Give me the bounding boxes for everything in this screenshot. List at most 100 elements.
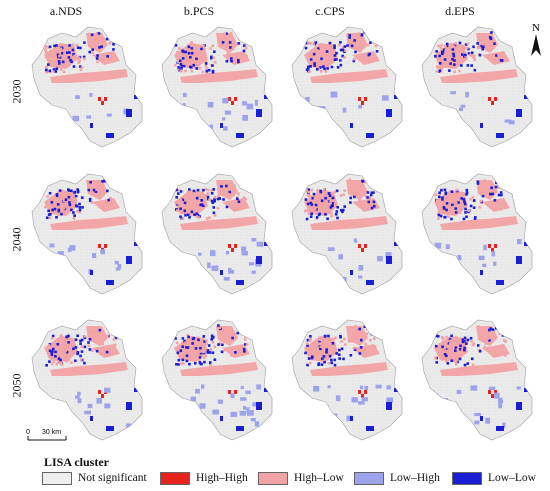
cluster-cell (55, 193, 59, 196)
low-high-cell (245, 390, 251, 395)
low-low-cell (106, 133, 114, 138)
cluster-cell (50, 198, 54, 202)
cluster-cell (367, 200, 371, 204)
cluster-cell (205, 339, 208, 342)
low-high-cell (444, 398, 449, 403)
cluster-cell (44, 47, 47, 51)
cluster-cell (62, 206, 66, 210)
cluster-cell (44, 45, 48, 48)
map-panel-svg (161, 26, 273, 148)
cluster-cell (45, 65, 48, 69)
cluster-cell (79, 342, 82, 346)
cluster-cell (321, 337, 325, 341)
legend-item-high-high: High–High (160, 470, 248, 486)
cluster-cell (225, 59, 229, 63)
cluster-cell (436, 335, 440, 338)
cluster-cell (305, 41, 309, 45)
cluster-cell (96, 32, 99, 35)
cluster-cell (326, 67, 329, 70)
cluster-cell (335, 210, 339, 213)
cluster-cell (322, 355, 326, 358)
cluster-cell (305, 189, 308, 193)
cluster-cell (183, 209, 187, 213)
high-high-cell (234, 244, 237, 248)
cluster-cell (448, 343, 452, 347)
cluster-cell (186, 48, 190, 51)
cluster-cell (365, 31, 369, 34)
cluster-cell (80, 350, 84, 353)
cluster-cell (372, 41, 376, 44)
cluster-cell (47, 63, 50, 66)
cluster-cell (308, 197, 312, 200)
cluster-cell (328, 41, 332, 45)
low-low-cell (236, 426, 244, 431)
cluster-cell (343, 337, 346, 341)
low-high-cell (117, 263, 122, 269)
cluster-cell (70, 189, 73, 193)
cluster-cell (223, 32, 227, 35)
cluster-cell (446, 362, 450, 365)
cluster-cell (335, 352, 338, 355)
cluster-cell (341, 208, 345, 212)
north-arrow-label: N (532, 22, 540, 34)
high-high-cell (494, 244, 497, 248)
cluster-cell (88, 348, 92, 351)
cluster-cell (442, 349, 445, 353)
low-high-cell (240, 397, 247, 401)
cluster-cell (499, 207, 502, 211)
cluster-cell (437, 44, 440, 48)
low-high-cell (65, 417, 71, 423)
cluster-cell (204, 62, 208, 65)
cluster-cell (306, 193, 310, 197)
legend-swatch (354, 471, 384, 485)
cluster-cell (210, 189, 213, 192)
cluster-cell (326, 64, 330, 68)
cluster-cell (439, 46, 443, 50)
cluster-cell (200, 47, 203, 51)
cluster-cell (333, 363, 337, 367)
cluster-cell (489, 37, 493, 41)
cluster-cell (209, 56, 213, 60)
cluster-cell (63, 52, 66, 55)
low-high-cell (77, 391, 81, 396)
cluster-cell (490, 31, 493, 34)
cluster-cell (328, 354, 332, 358)
low-high-cell (246, 407, 250, 414)
cluster-cell (479, 192, 483, 196)
low-low-cell (366, 426, 374, 431)
cluster-cell (309, 42, 312, 45)
cluster-cell (54, 70, 58, 73)
cluster-cell (460, 50, 464, 53)
north-arrow-icon (531, 34, 541, 56)
cluster-cell (307, 348, 311, 352)
low-high-cell (49, 243, 55, 248)
cluster-cell (464, 43, 468, 46)
cluster-cell (340, 340, 343, 343)
cluster-cell (212, 56, 216, 60)
cluster-cell (105, 201, 108, 204)
cluster-cell (244, 46, 248, 50)
cluster-cell (464, 207, 467, 211)
cluster-cell (57, 213, 60, 216)
cluster-cell (100, 202, 103, 206)
low-high-cell (212, 409, 219, 415)
cluster-cell (449, 62, 452, 65)
cluster-cell (55, 362, 59, 366)
cluster-cell (112, 338, 116, 341)
low-high-cell (332, 413, 338, 420)
low-high-cell (172, 260, 177, 267)
cluster-cell (210, 55, 213, 59)
cluster-cell (51, 347, 55, 351)
column-label-cps: c.CPS (315, 4, 345, 18)
cluster-cell (44, 205, 47, 209)
low-low-cell (350, 270, 353, 275)
cluster-cell (59, 361, 63, 365)
cluster-cell (358, 352, 362, 355)
low-high-cell (103, 387, 111, 393)
cluster-cell (51, 208, 54, 212)
cluster-cell (441, 196, 444, 199)
cluster-cell (461, 340, 465, 344)
cluster-cell (218, 326, 221, 329)
cluster-cell (50, 362, 54, 366)
low-low-cell (394, 388, 398, 392)
